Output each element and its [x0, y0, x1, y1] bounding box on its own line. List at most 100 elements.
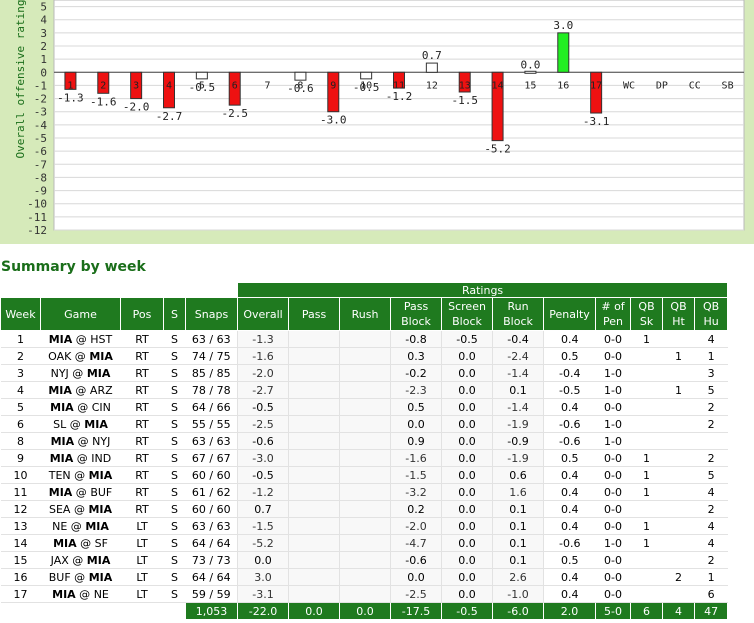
- cell-num-pen: 0-0: [595, 483, 631, 501]
- cell-overall: -1.6: [237, 347, 290, 365]
- col-qb-ht-l2: Ht: [672, 315, 685, 328]
- section-title: Summary by week: [1, 259, 146, 275]
- y-axis-label: Overall offensive rating: [14, 0, 27, 158]
- cell-run-block: 0.6: [492, 466, 545, 484]
- y-tick-label: -4: [34, 119, 48, 132]
- y-tick-label: -1: [34, 79, 47, 92]
- cell-s: S: [163, 398, 186, 416]
- cell-snaps: 55 / 55: [185, 415, 238, 433]
- cell-week: 5: [0, 398, 41, 416]
- total-run-block: -6.0: [492, 602, 545, 620]
- bar-week-6: [228, 71, 241, 106]
- cell-qb-sk: [630, 398, 663, 416]
- col-num-pen-l1: # of: [601, 300, 625, 313]
- table-row: 4 MIA @ ARZ RT S 78 / 78 -2.7 -2.3 0.0 0.1 -0.5 1-…: [0, 381, 728, 399]
- cell-s: S: [163, 551, 186, 569]
- cell-qb-ht: [662, 398, 695, 416]
- cell-pos: RT: [120, 330, 164, 348]
- cell-penalty: 0.4: [543, 398, 596, 416]
- table-row: 11 MIA @ BUF RT S 61 / 62 -1.2 -3.2 0.0 1.6 0.4 0-…: [0, 483, 728, 501]
- cell-qb-sk: [630, 364, 663, 382]
- bar-week-17: [590, 71, 603, 114]
- cell-s: S: [163, 381, 186, 399]
- cell-rush: [339, 432, 392, 450]
- cell-snaps: 67 / 67: [185, 449, 238, 467]
- cell-screen-block: 0.0: [441, 466, 494, 484]
- cell-rush: [339, 500, 392, 518]
- game-away-team: MIA: [53, 536, 77, 550]
- cell-pass-block: -0.2: [390, 364, 443, 382]
- data-label: -0.5: [353, 81, 380, 94]
- y-tick-label: 4: [40, 14, 47, 27]
- game-at-symbol: @: [72, 332, 91, 346]
- cell-num-pen: 0-0: [595, 398, 631, 416]
- col-num-pen-l2: Pen: [603, 315, 624, 328]
- col-qb-sk-l1: QB: [638, 300, 655, 313]
- cell-game: JAX @ MIA: [40, 551, 121, 569]
- game-at-symbol: @: [66, 417, 85, 431]
- plot-area: [53, 0, 745, 231]
- col-run-block: Run Block: [492, 297, 545, 331]
- cell-pass-block: 0.0: [390, 568, 443, 586]
- cell-penalty: 0.5: [543, 347, 596, 365]
- col-qb-hu-l2: Hu: [703, 315, 719, 328]
- cell-qb-ht: [662, 415, 695, 433]
- cell-pass-block: -2.3: [390, 381, 443, 399]
- cell-pos: RT: [120, 381, 164, 399]
- cell-run-block: -0.4: [492, 330, 545, 348]
- cell-game: TEN @ MIA: [40, 466, 121, 484]
- cell-rush: [339, 330, 392, 348]
- x-category-label: 2: [100, 80, 106, 91]
- cell-qb-hu: 3: [694, 364, 728, 382]
- cell-s: S: [163, 432, 186, 450]
- cell-qb-hu: 1: [694, 568, 728, 586]
- cell-pass: [288, 517, 341, 535]
- cell-rush: [339, 398, 392, 416]
- game-at-symbol: @: [73, 451, 92, 465]
- total-screen-block: -0.5: [441, 602, 494, 620]
- game-home-team: HST: [90, 332, 113, 346]
- cell-pass-block: 0.3: [390, 347, 443, 365]
- cell-pass-block: -2.0: [390, 517, 443, 535]
- cell-qb-ht: [662, 534, 695, 552]
- game-away-team: SL: [53, 417, 67, 431]
- bar-week-2: [97, 71, 110, 94]
- x-category-label: 17: [590, 80, 602, 91]
- cell-game: MIA @ ARZ: [40, 381, 121, 399]
- ratings-group-header: Ratings: [237, 282, 729, 298]
- cell-snaps: 64 / 66: [185, 398, 238, 416]
- cell-num-pen: 0-0: [595, 500, 631, 518]
- cell-qb-hu: 5: [694, 381, 728, 399]
- cell-qb-sk: 1: [630, 483, 663, 501]
- cell-overall: -0.5: [237, 466, 290, 484]
- game-home-team: MIA: [86, 553, 111, 567]
- cell-qb-ht: [662, 330, 695, 348]
- data-label: 3.0: [553, 19, 573, 32]
- cell-penalty: -0.6: [543, 415, 596, 433]
- y-tick-label: -3: [34, 106, 47, 119]
- cell-pos: LT: [120, 534, 164, 552]
- x-category-label: 13: [459, 80, 471, 91]
- bar-week-14: [491, 71, 504, 142]
- cell-rush: [339, 449, 392, 467]
- cell-penalty: -0.6: [543, 534, 596, 552]
- bar-week-10: [360, 71, 373, 80]
- cell-game: MIA @ CIN: [40, 398, 121, 416]
- game-away-team: MIA: [48, 383, 72, 397]
- cell-overall: -3.0: [237, 449, 290, 467]
- total-penalty: 2.0: [543, 602, 597, 620]
- data-label: 0.0: [520, 58, 540, 71]
- cell-pass-block: -3.2: [390, 483, 443, 501]
- cell-week: 13: [0, 517, 41, 535]
- cell-game: MIA @ SF: [40, 534, 121, 552]
- data-label: -1.6: [90, 95, 117, 108]
- bar-week-5: [195, 71, 208, 80]
- cell-rush: [339, 381, 392, 399]
- cell-pos: LT: [120, 517, 164, 535]
- cell-week: 9: [0, 449, 41, 467]
- game-away-team: MIA: [48, 485, 73, 499]
- cell-penalty: 0.4: [543, 483, 596, 501]
- cell-qb-sk: [630, 500, 663, 518]
- cell-qb-hu: 5: [694, 466, 728, 484]
- cell-run-block: 0.1: [492, 381, 545, 399]
